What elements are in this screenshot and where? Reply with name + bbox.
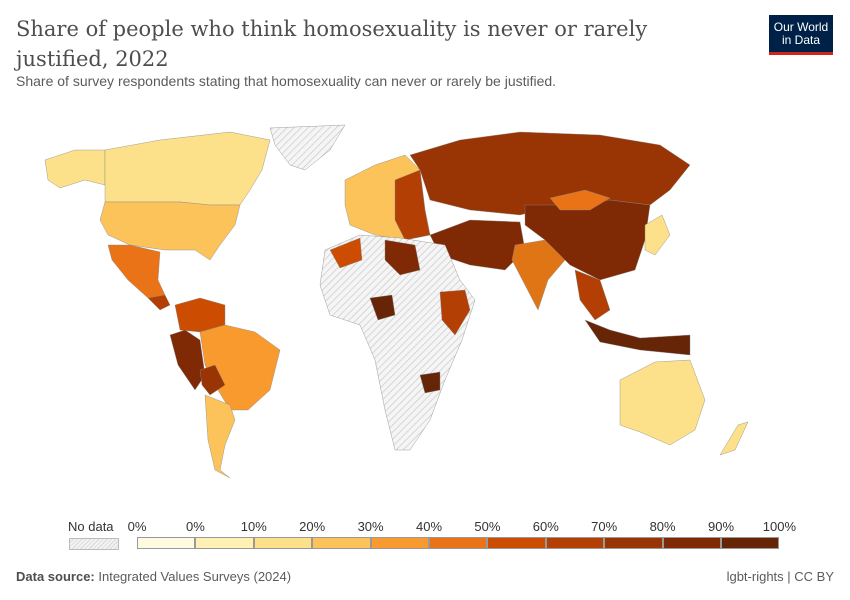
region-central-america[interactable] <box>147 294 171 311</box>
world-map[interactable] <box>0 110 850 510</box>
legend-color-scale <box>137 537 780 549</box>
legend-bin[interactable] <box>545 537 605 549</box>
page-title: Share of people who think homosexuality … <box>16 17 648 71</box>
license[interactable]: lgbt-rights | CC BY <box>726 569 834 584</box>
region-new-zealand[interactable] <box>719 421 749 456</box>
region-mexico[interactable] <box>107 244 166 299</box>
legend-bin[interactable] <box>428 537 488 549</box>
region-africa[interactable] <box>319 234 476 451</box>
legend-bin[interactable] <box>137 537 196 549</box>
legend-bin[interactable] <box>604 537 663 549</box>
legend-bin[interactable] <box>487 537 546 549</box>
legend-tick: 70% <box>591 519 618 534</box>
region-indonesia[interactable] <box>584 319 691 356</box>
legend-tick: 80% <box>649 519 676 534</box>
legend-bin[interactable] <box>312 537 371 549</box>
legend-tick: 10% <box>240 519 267 534</box>
legend-tick: 100% <box>762 519 797 534</box>
region-usa[interactable] <box>99 201 241 261</box>
legend-tick: 90% <box>707 519 735 534</box>
region-nigeria[interactable] <box>369 294 396 321</box>
region-greenland[interactable] <box>269 124 346 171</box>
region-australia[interactable] <box>619 359 706 446</box>
legend-tick: 0% <box>127 519 147 534</box>
region-bolivia[interactable] <box>199 364 226 396</box>
region-north-africa[interactable] <box>329 237 363 269</box>
legend-bin[interactable] <box>195 537 254 549</box>
legend-tick: 0% <box>185 519 205 534</box>
region-libya[interactable] <box>384 239 421 276</box>
legend-bin[interactable] <box>370 537 429 549</box>
region-russia[interactable] <box>409 131 691 216</box>
legend-tick: 40% <box>415 519 443 534</box>
data-source: Data source: Integrated Values Surveys (… <box>16 569 291 584</box>
source-link[interactable]: Integrated Values Surveys (2024) <box>98 569 292 584</box>
page-subtitle: Share of survey respondents stating that… <box>16 73 557 89</box>
owid-logo[interactable]: Our World in Data <box>769 15 833 55</box>
legend-tick: 20% <box>299 519 326 534</box>
region-mongolia[interactable] <box>549 189 611 211</box>
legend-bin[interactable] <box>253 537 313 549</box>
region-peru[interactable] <box>169 329 206 391</box>
region-canada[interactable] <box>104 131 271 206</box>
legend-bin[interactable] <box>662 537 721 549</box>
region-alaska[interactable] <box>44 149 106 189</box>
region-ethiopia[interactable] <box>439 289 471 336</box>
legend-tick: 60% <box>532 519 559 534</box>
legend-no-data-label: No data <box>68 519 114 534</box>
region-southeast-asia[interactable] <box>574 269 611 321</box>
source-label: Data source: <box>16 569 95 584</box>
legend-tick: 30% <box>357 519 384 534</box>
region-argentina[interactable] <box>204 394 236 479</box>
legend-no-data-swatch <box>69 538 119 550</box>
region-japan[interactable] <box>644 214 671 256</box>
region-zimbabwe[interactable] <box>419 371 441 394</box>
legend-bin[interactable] <box>720 537 780 549</box>
legend-tick: 50% <box>474 519 501 534</box>
